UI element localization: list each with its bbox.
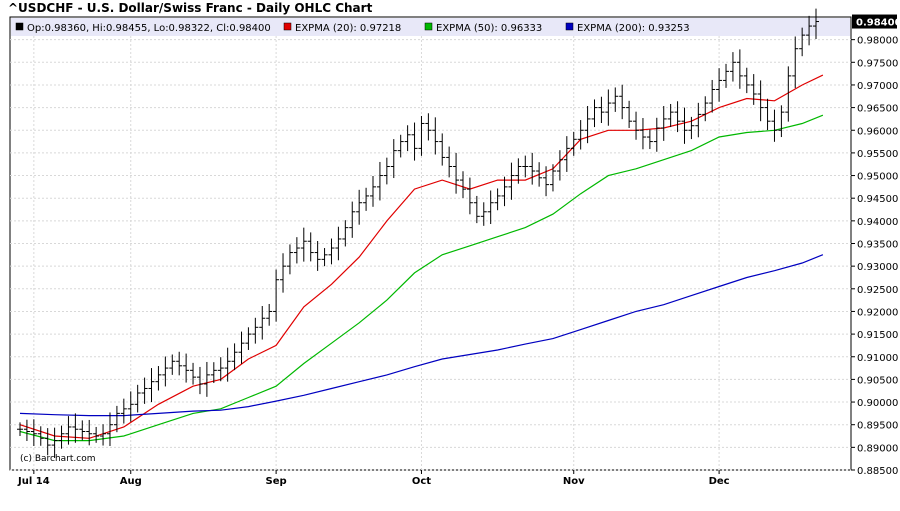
legend-swatch — [565, 22, 574, 31]
credit-label: (c) Barchart.com — [20, 454, 96, 464]
y-tick-label: 0.94500 — [857, 194, 898, 205]
y-tick-label: 0.91000 — [857, 353, 898, 364]
legend-swatch — [15, 22, 24, 31]
grid — [10, 36, 851, 471]
y-tick-label: 0.89500 — [857, 421, 898, 432]
y-tick-label: 0.92000 — [857, 307, 898, 318]
y-tick-label: 0.93000 — [857, 262, 898, 273]
x-axis: Jul 14 Aug Sep Oct Nov Dec — [17, 470, 730, 487]
y-tick-label: 0.94000 — [857, 217, 898, 228]
y-tick-label: 0.90000 — [857, 398, 898, 409]
last-price-label: 0.98400 — [856, 18, 900, 29]
moving-average-lines — [19, 74, 824, 442]
ohlc-bars — [17, 8, 819, 458]
chart-title: ^USDCHF - U.S. Dollar/Swiss Franc - Dail… — [8, 1, 373, 15]
y-tick-label: 0.88500 — [857, 466, 898, 477]
y-tick-label: 0.93500 — [857, 240, 898, 251]
y-tick-label: 0.95000 — [857, 172, 898, 183]
x-tick-label: Sep — [266, 476, 287, 487]
y-tick-label: 0.98000 — [857, 36, 898, 47]
y-tick-label: 0.91500 — [857, 330, 898, 341]
legend-entry: EXPMA (200): 0.93253 — [577, 23, 690, 34]
legend-entry: EXPMA (50): 0.96333 — [436, 23, 542, 34]
ma-line-expma-200- — [19, 254, 824, 417]
y-tick-label: 0.97500 — [857, 58, 898, 69]
y-tick-label: 0.89000 — [857, 443, 898, 454]
x-tick-label: Dec — [709, 476, 730, 487]
legend-swatch — [283, 22, 292, 31]
x-tick-label: Jul 14 — [17, 476, 50, 487]
legend-entry: Op:0.98360, Hi:0.98455, Lo:0.98322, Cl:0… — [27, 23, 271, 34]
y-axis: 0.88500 0.89000 0.89500 0.90000 0.90500 0.910… — [851, 14, 900, 477]
y-tick-label: 0.90500 — [857, 375, 898, 386]
y-tick-label: 0.95500 — [857, 149, 898, 160]
y-tick-label: 0.92500 — [857, 285, 898, 296]
y-tick-label: 0.97000 — [857, 81, 898, 92]
x-tick-label: Oct — [412, 476, 431, 487]
legend-swatch — [424, 22, 433, 31]
y-tick-label: 0.96000 — [857, 126, 898, 137]
legend-entry: EXPMA (20): 0.97218 — [295, 23, 401, 34]
x-tick-label: Nov — [563, 476, 585, 487]
ma-line-expma-50- — [19, 114, 824, 442]
legend: Op:0.98360, Hi:0.98455, Lo:0.98322, Cl:0… — [15, 22, 690, 34]
y-tick-label: 0.96500 — [857, 104, 898, 115]
ma-line-expma-20- — [19, 74, 824, 439]
x-tick-label: Aug — [120, 476, 142, 487]
last-price-box — [852, 14, 897, 29]
